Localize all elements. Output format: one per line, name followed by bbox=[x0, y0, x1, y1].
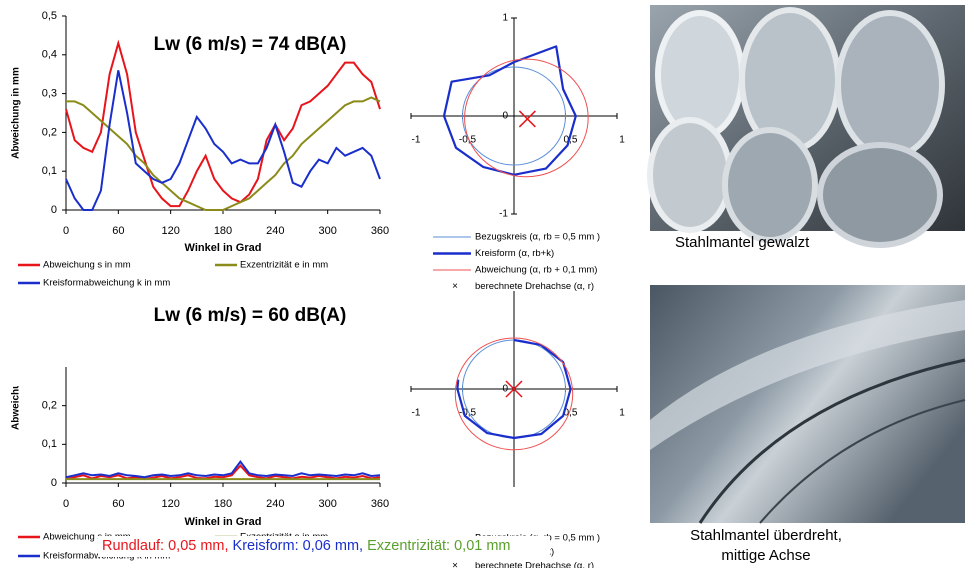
y-tick-label: 0 bbox=[502, 111, 508, 122]
legend-label: Abweichung (α, rb + 0,1 mm) bbox=[475, 265, 597, 276]
y-axis-label: Abweichung in mm bbox=[11, 338, 22, 430]
series-line bbox=[66, 96, 381, 211]
y-axis-label: Abweichung in mm bbox=[11, 67, 22, 159]
y-tick-label: 0,3 bbox=[42, 88, 57, 100]
summary-background bbox=[98, 536, 550, 557]
chart-annotation: Lw (6 m/s) = 74 dB(A) bbox=[154, 34, 347, 55]
y-tick-label: 0,2 bbox=[42, 126, 57, 138]
series-line bbox=[65, 464, 381, 481]
photo-caption: Stahlmantel überdreht, bbox=[690, 527, 842, 544]
x-tick-label: 300 bbox=[318, 225, 336, 237]
y-tick-label: 0,5 bbox=[42, 10, 57, 22]
legend-label: berechnete Drehachse (α, r) bbox=[475, 281, 594, 292]
y-tick-label: 0 bbox=[51, 477, 57, 489]
polar-curve bbox=[442, 45, 577, 176]
y-tick-label: 0,4 bbox=[42, 49, 57, 61]
legend-label: berechnete Drehachse (α, r) bbox=[475, 561, 594, 568]
x-tick-label: 120 bbox=[161, 498, 179, 510]
legend-label: Abweichung s in mm bbox=[43, 260, 131, 271]
circle-curve bbox=[454, 337, 574, 451]
x-tick-label: 360 bbox=[371, 225, 389, 237]
legend-swatch: × bbox=[452, 561, 458, 568]
circle-curve bbox=[462, 66, 566, 166]
x-tick-label: -1 bbox=[412, 408, 421, 419]
photo-rolled-pipes bbox=[647, 5, 965, 248]
x-tick-label: 240 bbox=[266, 498, 284, 510]
y-tick-label: 0 bbox=[502, 384, 508, 395]
circle-curve bbox=[464, 58, 589, 178]
x-axis-label: Winkel in Grad bbox=[185, 516, 262, 528]
y-tick-label: 0,2 bbox=[42, 400, 57, 412]
x-tick-label: -1 bbox=[412, 135, 421, 146]
legend-label: Abweichung s in mm bbox=[43, 532, 131, 543]
polar-curve bbox=[456, 338, 572, 440]
x-tick-label: 0 bbox=[63, 225, 69, 237]
y-tick-label: 0 bbox=[51, 204, 57, 216]
series-line bbox=[65, 39, 381, 208]
summary-part: Rundlauf: 0,05 mm, bbox=[102, 538, 229, 554]
photo-turned-pipe bbox=[650, 285, 966, 524]
summary: Rundlauf: 0,05 mm, Kreisform: 0,06 mm, Exz… bbox=[102, 538, 511, 554]
x-tick-label: 240 bbox=[266, 225, 284, 237]
legend-label: Bezugskreis (α, rb = 0,5 mm ) bbox=[475, 232, 600, 243]
x-tick-label: 0,5 bbox=[564, 135, 578, 146]
x-tick-label: 300 bbox=[318, 498, 336, 510]
summary-part: Kreisform: 0,06 mm, bbox=[233, 538, 364, 554]
axis-marker bbox=[518, 110, 536, 128]
x-tick-label: 120 bbox=[161, 225, 179, 237]
x-axis-label: Winkel in Grad bbox=[185, 242, 262, 254]
x-tick-label: 60 bbox=[112, 498, 124, 510]
legend-label: Exzentrizität e in mm bbox=[240, 260, 328, 271]
x-tick-label: 360 bbox=[371, 498, 389, 510]
legend-label: Kreisform (α, rb+k) bbox=[475, 248, 554, 259]
x-tick-label: 60 bbox=[112, 225, 124, 237]
chart-annotation: Lw (6 m/s) = 60 dB(A) bbox=[154, 305, 347, 326]
x-tick-label: 1 bbox=[619, 408, 625, 419]
x-tick-label: 0,5 bbox=[564, 408, 578, 419]
x-tick-label: -0,5 bbox=[459, 135, 477, 146]
x-tick-label: -0,5 bbox=[459, 408, 477, 419]
x-tick-label: 0 bbox=[63, 498, 69, 510]
x-tick-label: 180 bbox=[214, 498, 232, 510]
x-tick-label: 180 bbox=[214, 225, 232, 237]
series-line bbox=[65, 70, 381, 211]
summary-part: Exzentrizität: 0,01 mm bbox=[367, 538, 510, 554]
axis-marker bbox=[505, 380, 523, 398]
series-line bbox=[65, 460, 381, 479]
photo-caption: mittige Achse bbox=[721, 547, 810, 564]
y-tick-label: 0,1 bbox=[42, 438, 57, 450]
y-tick-label: 1 bbox=[502, 13, 508, 24]
legend-label: Kreisformabweichung k in mm bbox=[43, 278, 170, 289]
y-tick-label: -1 bbox=[499, 209, 508, 220]
legend-swatch: × bbox=[452, 281, 458, 292]
x-tick-label: 1 bbox=[619, 135, 625, 146]
photo-caption: Stahlmantel gewalzt bbox=[675, 234, 810, 251]
y-tick-label: 0,1 bbox=[42, 165, 57, 177]
